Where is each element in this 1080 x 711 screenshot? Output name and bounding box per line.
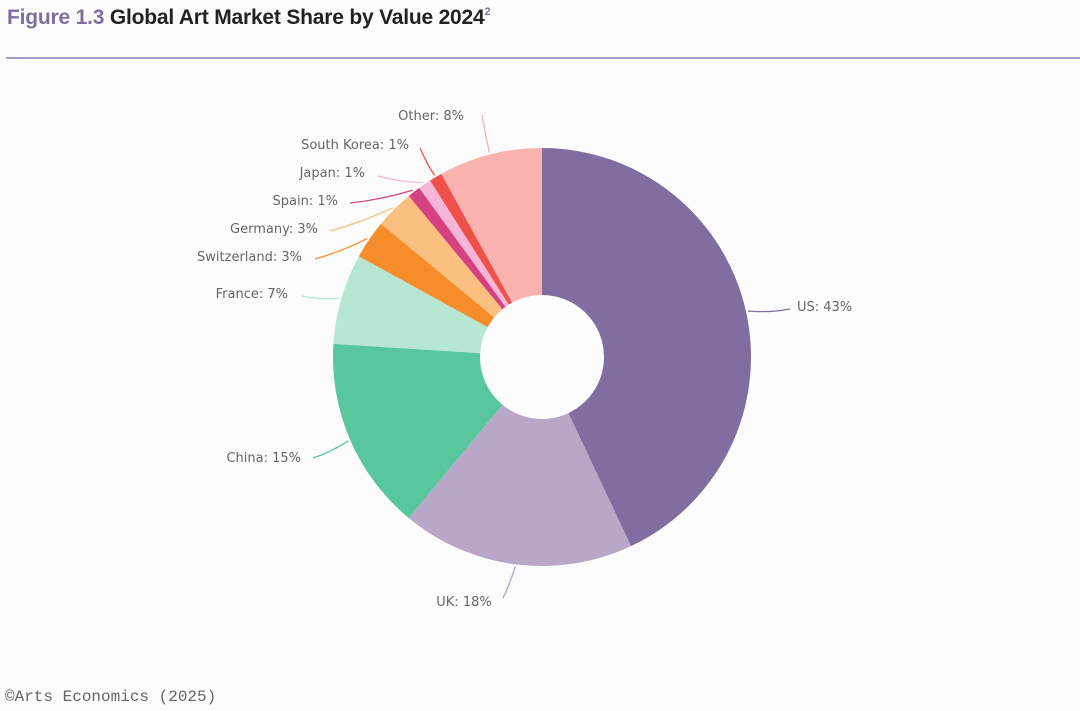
slice-uk <box>408 404 631 566</box>
slice-china <box>333 343 503 519</box>
data-label: Japan: 1% <box>299 166 365 181</box>
data-label: France: 7% <box>216 287 288 302</box>
data-label: South Korea: 1% <box>301 138 409 153</box>
data-label: Switzerland: 3% <box>197 250 302 265</box>
data-label: Spain: 1% <box>273 194 338 209</box>
leader-line <box>349 189 413 204</box>
slice-japan <box>419 180 509 307</box>
slice-spain <box>408 187 506 310</box>
leader-line <box>502 566 517 599</box>
slice-other <box>441 148 542 303</box>
leader-line <box>312 440 349 459</box>
figure-label: Figure 1.3 <box>7 6 105 29</box>
slice-south-korea <box>430 173 513 305</box>
chart-title: Figure 1.3 Global Art Market Share by Va… <box>7 6 491 30</box>
data-label: Other: 8% <box>398 109 464 124</box>
data-label: US: 43% <box>797 300 852 315</box>
data-label: China: 15% <box>226 451 301 466</box>
title-divider <box>6 57 1080 59</box>
leader-line <box>747 308 791 313</box>
slice-switzerland <box>358 223 495 328</box>
slice-us <box>542 148 751 547</box>
slice-france <box>333 256 488 354</box>
leader-line <box>419 147 436 176</box>
data-label: UK: 18% <box>436 595 491 610</box>
footnote-marker: 2 <box>484 6 491 18</box>
leader-line <box>329 207 394 232</box>
slice-germany <box>380 195 503 318</box>
leader-line <box>314 237 368 260</box>
leader-line <box>377 175 424 184</box>
source-credit: ©Arts Economics (2025) <box>5 688 217 706</box>
leader-line <box>301 295 340 300</box>
title-text: Global Art Market Share by Value 2024 <box>109 6 485 29</box>
data-label: Germany: 3% <box>230 222 318 237</box>
leader-line <box>481 114 491 153</box>
